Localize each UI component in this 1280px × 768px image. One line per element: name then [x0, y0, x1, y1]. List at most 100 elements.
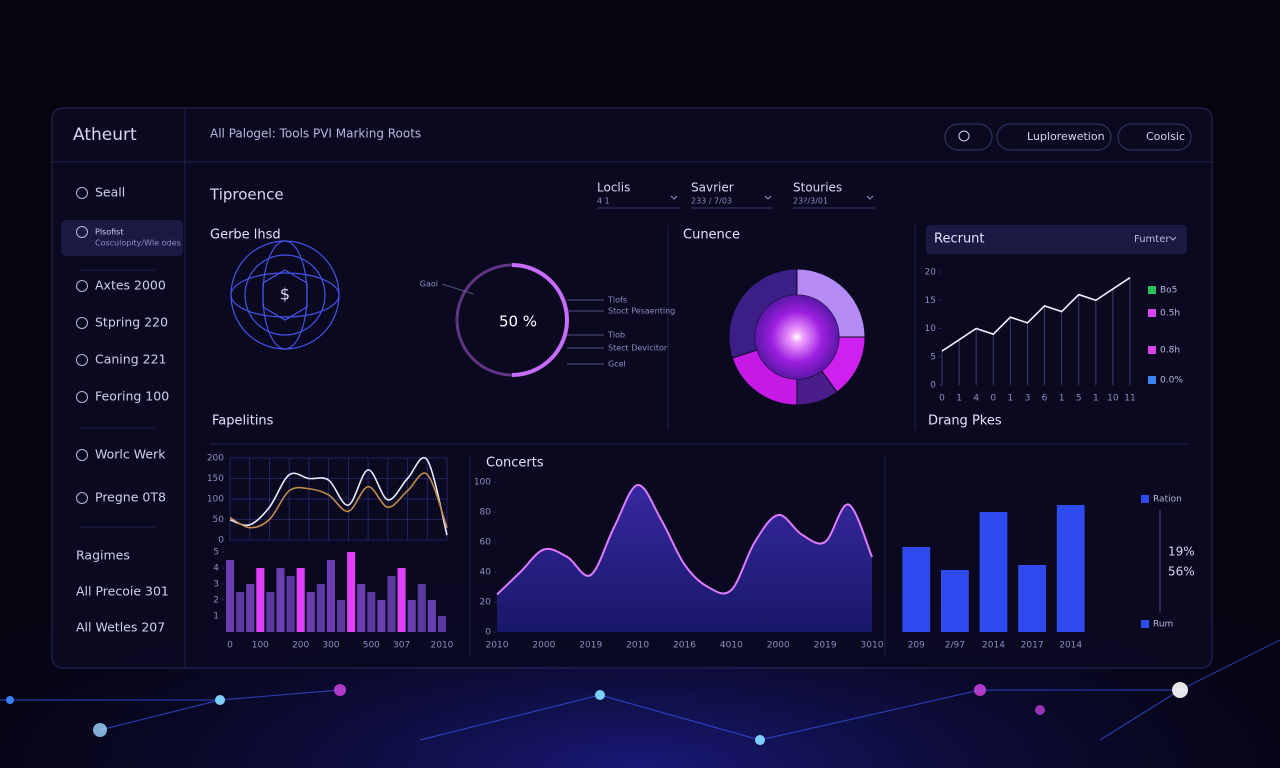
- filter-label: Savrier: [691, 181, 734, 195]
- y-tick-label: 2: [213, 596, 219, 606]
- search-button[interactable]: [944, 123, 993, 151]
- annotation: Gaol: [420, 280, 438, 289]
- dropdown-caret: [1169, 236, 1177, 241]
- x-tick-label: 0: [990, 394, 996, 404]
- bar: [286, 576, 295, 632]
- x-tick-label: 1: [1007, 394, 1013, 404]
- bar: [347, 552, 356, 632]
- x-tick-label: 500: [363, 641, 380, 651]
- chart-title: Drang Pkes: [928, 414, 1002, 429]
- explore-button[interactable]: [996, 123, 1112, 151]
- annotation: Gcel: [608, 360, 626, 369]
- panel-header: [926, 225, 1187, 254]
- legend-label: 0.5h: [1160, 309, 1180, 319]
- area-line: [496, 484, 873, 596]
- nav-icon: [76, 187, 88, 199]
- chart-title: Concerts: [486, 456, 544, 471]
- x-tick-label: 2000: [532, 641, 555, 651]
- network-decoration: [0, 639, 1280, 741]
- sidebar: Seall Plsofist Axtes 2000 Stpring 220 Caning…: [76, 185, 181, 635]
- nav-item: All Wetles 207: [76, 620, 165, 635]
- legend-swatch: [1141, 620, 1149, 628]
- settings-button[interactable]: [1117, 123, 1192, 151]
- bar: [417, 584, 426, 632]
- leader-line: [441, 283, 474, 295]
- y-tick-label: 0: [930, 381, 936, 391]
- x-tick-label: 2010: [431, 641, 454, 651]
- bar: [367, 592, 376, 632]
- legend-swatch: [1148, 309, 1156, 317]
- bar: [276, 568, 285, 632]
- nav-item: Pregne 0T8: [95, 490, 166, 505]
- x-tick-label: 307: [393, 641, 410, 651]
- bar: [437, 616, 446, 632]
- line-series: [229, 457, 448, 536]
- section-title: Tiproence: [209, 186, 284, 204]
- globe-title: Gerbe lhsd: [210, 228, 281, 243]
- bar: [326, 560, 335, 632]
- y-tick-label: 150: [207, 474, 224, 484]
- network-nodes: [6, 682, 1188, 745]
- nav-icon: [76, 354, 88, 366]
- legend-label: 0.0%: [1160, 376, 1183, 386]
- bar: [902, 547, 931, 632]
- bar: [316, 584, 325, 632]
- nav-item: Axtes 2000: [95, 278, 166, 293]
- x-tick-label: 4010: [720, 641, 743, 651]
- x-tick-label: 10: [1107, 394, 1119, 404]
- bar: [1056, 505, 1085, 632]
- x-tick-label: 2010: [626, 641, 649, 651]
- x-tick-label: 1: [956, 394, 962, 404]
- filter-value: 233 / 7/03: [691, 197, 732, 206]
- bar: [357, 584, 366, 632]
- x-tick-label: 2019: [814, 641, 837, 651]
- x-tick-label: 3: [1025, 394, 1031, 404]
- nav-icon: [76, 317, 88, 329]
- y-tick-label: 5: [213, 548, 219, 558]
- y-tick-label: 4: [213, 564, 219, 574]
- x-tick-label: 209: [908, 641, 925, 651]
- annotation: Stect Devicitor: [608, 344, 668, 353]
- button-label: Luplorewetion: [1027, 130, 1105, 143]
- bar: [979, 512, 1008, 632]
- x-tick-label: 11: [1124, 394, 1135, 404]
- x-tick-label: 2014: [982, 641, 1005, 651]
- legend-label: Ration: [1153, 495, 1182, 505]
- y-tick-label: 20: [925, 268, 937, 278]
- nav-item: Ragimes: [76, 548, 130, 563]
- legend-label: Bo5: [1160, 286, 1177, 296]
- x-tick-label: 5: [1076, 394, 1082, 404]
- x-tick-label: 6: [1042, 394, 1048, 404]
- bar: [256, 568, 265, 632]
- nav-icon: [76, 226, 88, 238]
- filter-caret: [670, 195, 678, 200]
- y-tick-label: 0: [485, 628, 491, 638]
- filter-caret: [866, 195, 874, 200]
- bar: [306, 592, 315, 632]
- button-label: Coolsic: [1146, 130, 1185, 143]
- bar: [941, 570, 969, 632]
- nav-icon: [76, 449, 88, 461]
- line-series: [941, 276, 1131, 352]
- nav-item: Stpring 220: [95, 315, 168, 330]
- x-tick-label: 3010: [861, 641, 884, 651]
- bar: [377, 600, 386, 632]
- filters: Loclis 4 1 Savrier 233 / 7/03 Stouries 23?/3/…: [597, 181, 875, 209]
- chart-title: Recrunt: [934, 232, 985, 247]
- charts: 50 % Gaol Tlofs Stoct Pesaenting Tlob Stect D…: [207, 228, 1195, 651]
- x-tick-label: 2/97: [945, 641, 965, 651]
- y-tick-label: 3: [213, 580, 219, 590]
- gauge-arc: [511, 263, 569, 377]
- area-fill: [497, 484, 872, 632]
- nav-icon: [76, 280, 88, 292]
- pie-core: [755, 295, 839, 379]
- x-tick-label: 100: [252, 641, 269, 651]
- x-tick-label: 200: [292, 641, 309, 651]
- bar: [266, 592, 275, 632]
- annotation: Tlofs: [607, 296, 627, 305]
- x-tick-label: 2010: [486, 641, 509, 651]
- gauge-value: 50 %: [499, 313, 537, 331]
- y-tick-label: 0: [218, 536, 224, 546]
- y-tick-label: 20: [480, 598, 492, 608]
